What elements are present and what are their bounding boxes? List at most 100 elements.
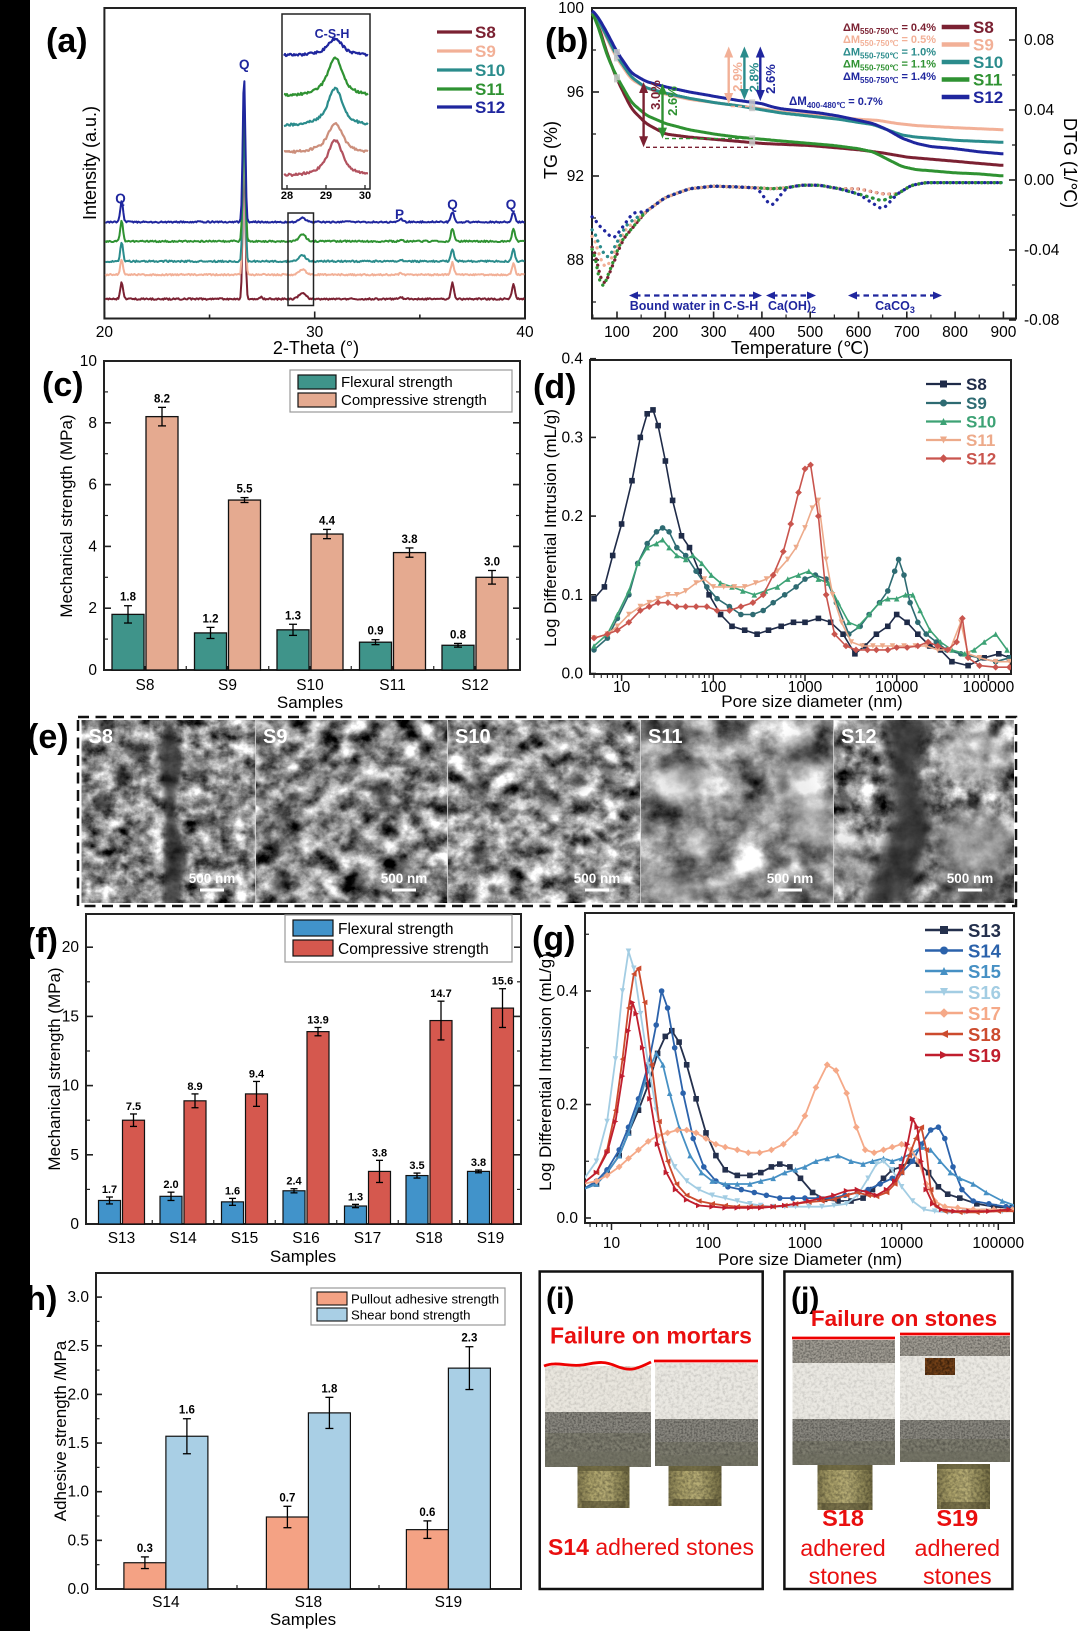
- svg-text:10000: 10000: [875, 679, 918, 696]
- svg-text:7.5: 7.5: [126, 1101, 141, 1113]
- svg-text:500 nm: 500 nm: [947, 871, 994, 886]
- svg-text:400: 400: [749, 324, 775, 341]
- svg-text:8.9: 8.9: [187, 1081, 202, 1093]
- svg-text:Log Differential Intrusion (mL: Log Differential Intrusion (mL/g): [541, 409, 560, 647]
- svg-text:5: 5: [70, 1147, 79, 1164]
- svg-text:(a): (a): [46, 22, 88, 60]
- svg-text:0.3: 0.3: [561, 429, 583, 446]
- svg-text:20: 20: [96, 324, 114, 341]
- svg-text:6: 6: [88, 477, 97, 494]
- svg-text:3.8: 3.8: [471, 1157, 486, 1169]
- svg-text:2.8%: 2.8%: [747, 62, 762, 92]
- svg-text:1000: 1000: [788, 1235, 823, 1252]
- svg-text:-0.04: -0.04: [1024, 242, 1060, 259]
- svg-text:1.6: 1.6: [179, 1405, 195, 1417]
- svg-text:500 nm: 500 nm: [381, 871, 428, 886]
- svg-text:(g): (g): [532, 920, 575, 958]
- svg-text:S11: S11: [379, 677, 405, 694]
- svg-text:0.4: 0.4: [556, 983, 578, 1000]
- svg-text:-0.08: -0.08: [1024, 312, 1059, 329]
- svg-text:S12: S12: [475, 98, 505, 117]
- svg-text:0.3: 0.3: [137, 1543, 153, 1555]
- svg-text:Samples: Samples: [270, 1610, 336, 1629]
- svg-text:P: P: [395, 207, 404, 222]
- svg-text:2.6%: 2.6%: [763, 64, 778, 94]
- svg-text:0: 0: [70, 1216, 79, 1233]
- svg-text:0.1: 0.1: [561, 587, 583, 604]
- svg-text:2.4: 2.4: [286, 1176, 302, 1188]
- svg-text:Samples: Samples: [270, 1247, 336, 1266]
- svg-text:(b): (b): [545, 22, 588, 60]
- svg-text:S11: S11: [966, 431, 995, 450]
- svg-text:S15: S15: [231, 1230, 259, 1247]
- svg-text:S14 adhered stones: S14 adhered stones: [548, 1534, 754, 1560]
- svg-text:ΔM400-480℃ = 0.7%: ΔM400-480℃ = 0.7%: [789, 96, 883, 110]
- svg-text:14.7: 14.7: [430, 988, 451, 1000]
- svg-text:1.8: 1.8: [120, 592, 137, 604]
- svg-text:3.0: 3.0: [67, 1289, 89, 1306]
- svg-text:2: 2: [88, 600, 97, 617]
- svg-text:1.2: 1.2: [203, 613, 219, 625]
- svg-text:Flexural strength: Flexural strength: [338, 921, 453, 938]
- svg-text:3.0%: 3.0%: [648, 80, 663, 110]
- svg-text:3.8: 3.8: [372, 1147, 387, 1159]
- svg-text:10000: 10000: [880, 1235, 923, 1252]
- svg-text:S19: S19: [477, 1230, 505, 1247]
- svg-text:S14: S14: [968, 941, 1002, 962]
- svg-text:500 nm: 500 nm: [189, 871, 236, 886]
- svg-text:10: 10: [80, 353, 98, 370]
- svg-text:S14: S14: [169, 1230, 197, 1247]
- svg-text:S18: S18: [295, 1594, 323, 1611]
- svg-text:S18: S18: [415, 1230, 443, 1247]
- svg-text:5.5: 5.5: [237, 484, 254, 496]
- svg-text:S12: S12: [841, 726, 877, 748]
- svg-text:3.0: 3.0: [484, 557, 500, 569]
- svg-text:2.9%: 2.9%: [730, 62, 745, 92]
- svg-text:Compressive strength: Compressive strength: [341, 392, 487, 409]
- svg-text:S17: S17: [968, 1003, 1001, 1024]
- svg-text:(c): (c): [42, 366, 84, 404]
- svg-text:S12: S12: [973, 88, 1003, 107]
- svg-text:S13: S13: [108, 1230, 136, 1247]
- svg-text:S8: S8: [973, 18, 994, 37]
- svg-text:S11: S11: [475, 80, 504, 99]
- svg-text:ΔM550-750℃ = 1.4%: ΔM550-750℃ = 1.4%: [843, 71, 936, 85]
- svg-text:S19: S19: [936, 1505, 978, 1531]
- svg-text:0.00: 0.00: [1024, 172, 1055, 189]
- svg-text:S8: S8: [136, 677, 155, 694]
- svg-text:100: 100: [695, 1235, 721, 1252]
- svg-text:S18: S18: [822, 1505, 864, 1531]
- svg-text:S10: S10: [475, 61, 505, 80]
- svg-text:96: 96: [567, 84, 584, 101]
- svg-text:Intensity (a.u.): Intensity (a.u.): [80, 106, 100, 220]
- svg-text:0.9: 0.9: [368, 626, 384, 638]
- svg-text:2.5: 2.5: [67, 1338, 89, 1355]
- svg-text:Q: Q: [447, 197, 458, 212]
- svg-text:(e): (e): [27, 718, 69, 756]
- svg-text:(d): (d): [533, 368, 576, 406]
- svg-text:Flexural strength: Flexural strength: [341, 374, 453, 391]
- svg-text:3.5: 3.5: [409, 1160, 424, 1172]
- svg-text:10: 10: [613, 679, 631, 696]
- svg-text:10: 10: [603, 1235, 621, 1252]
- svg-text:S15: S15: [968, 961, 1001, 982]
- svg-text:1.3: 1.3: [285, 610, 301, 622]
- svg-text:Failure on stones: Failure on stones: [811, 1306, 997, 1331]
- svg-text:S8: S8: [89, 726, 113, 748]
- svg-text:1.0: 1.0: [67, 1484, 89, 1501]
- svg-text:S9: S9: [218, 677, 237, 694]
- svg-text:500 nm: 500 nm: [767, 871, 814, 886]
- svg-text:S14: S14: [152, 1594, 180, 1611]
- svg-text:S19: S19: [968, 1045, 1001, 1066]
- svg-text:S16: S16: [292, 1230, 320, 1247]
- svg-text:Q: Q: [115, 191, 126, 206]
- svg-text:100000: 100000: [963, 679, 1015, 696]
- svg-text:2-Theta (°): 2-Theta (°): [273, 338, 359, 358]
- svg-text:Compressive strength: Compressive strength: [338, 941, 489, 958]
- svg-text:600: 600: [846, 324, 872, 341]
- svg-text:100: 100: [700, 679, 726, 696]
- svg-text:100: 100: [604, 324, 630, 341]
- svg-text:8: 8: [88, 415, 97, 432]
- svg-text:S9: S9: [973, 36, 994, 55]
- svg-text:0.4: 0.4: [561, 351, 583, 368]
